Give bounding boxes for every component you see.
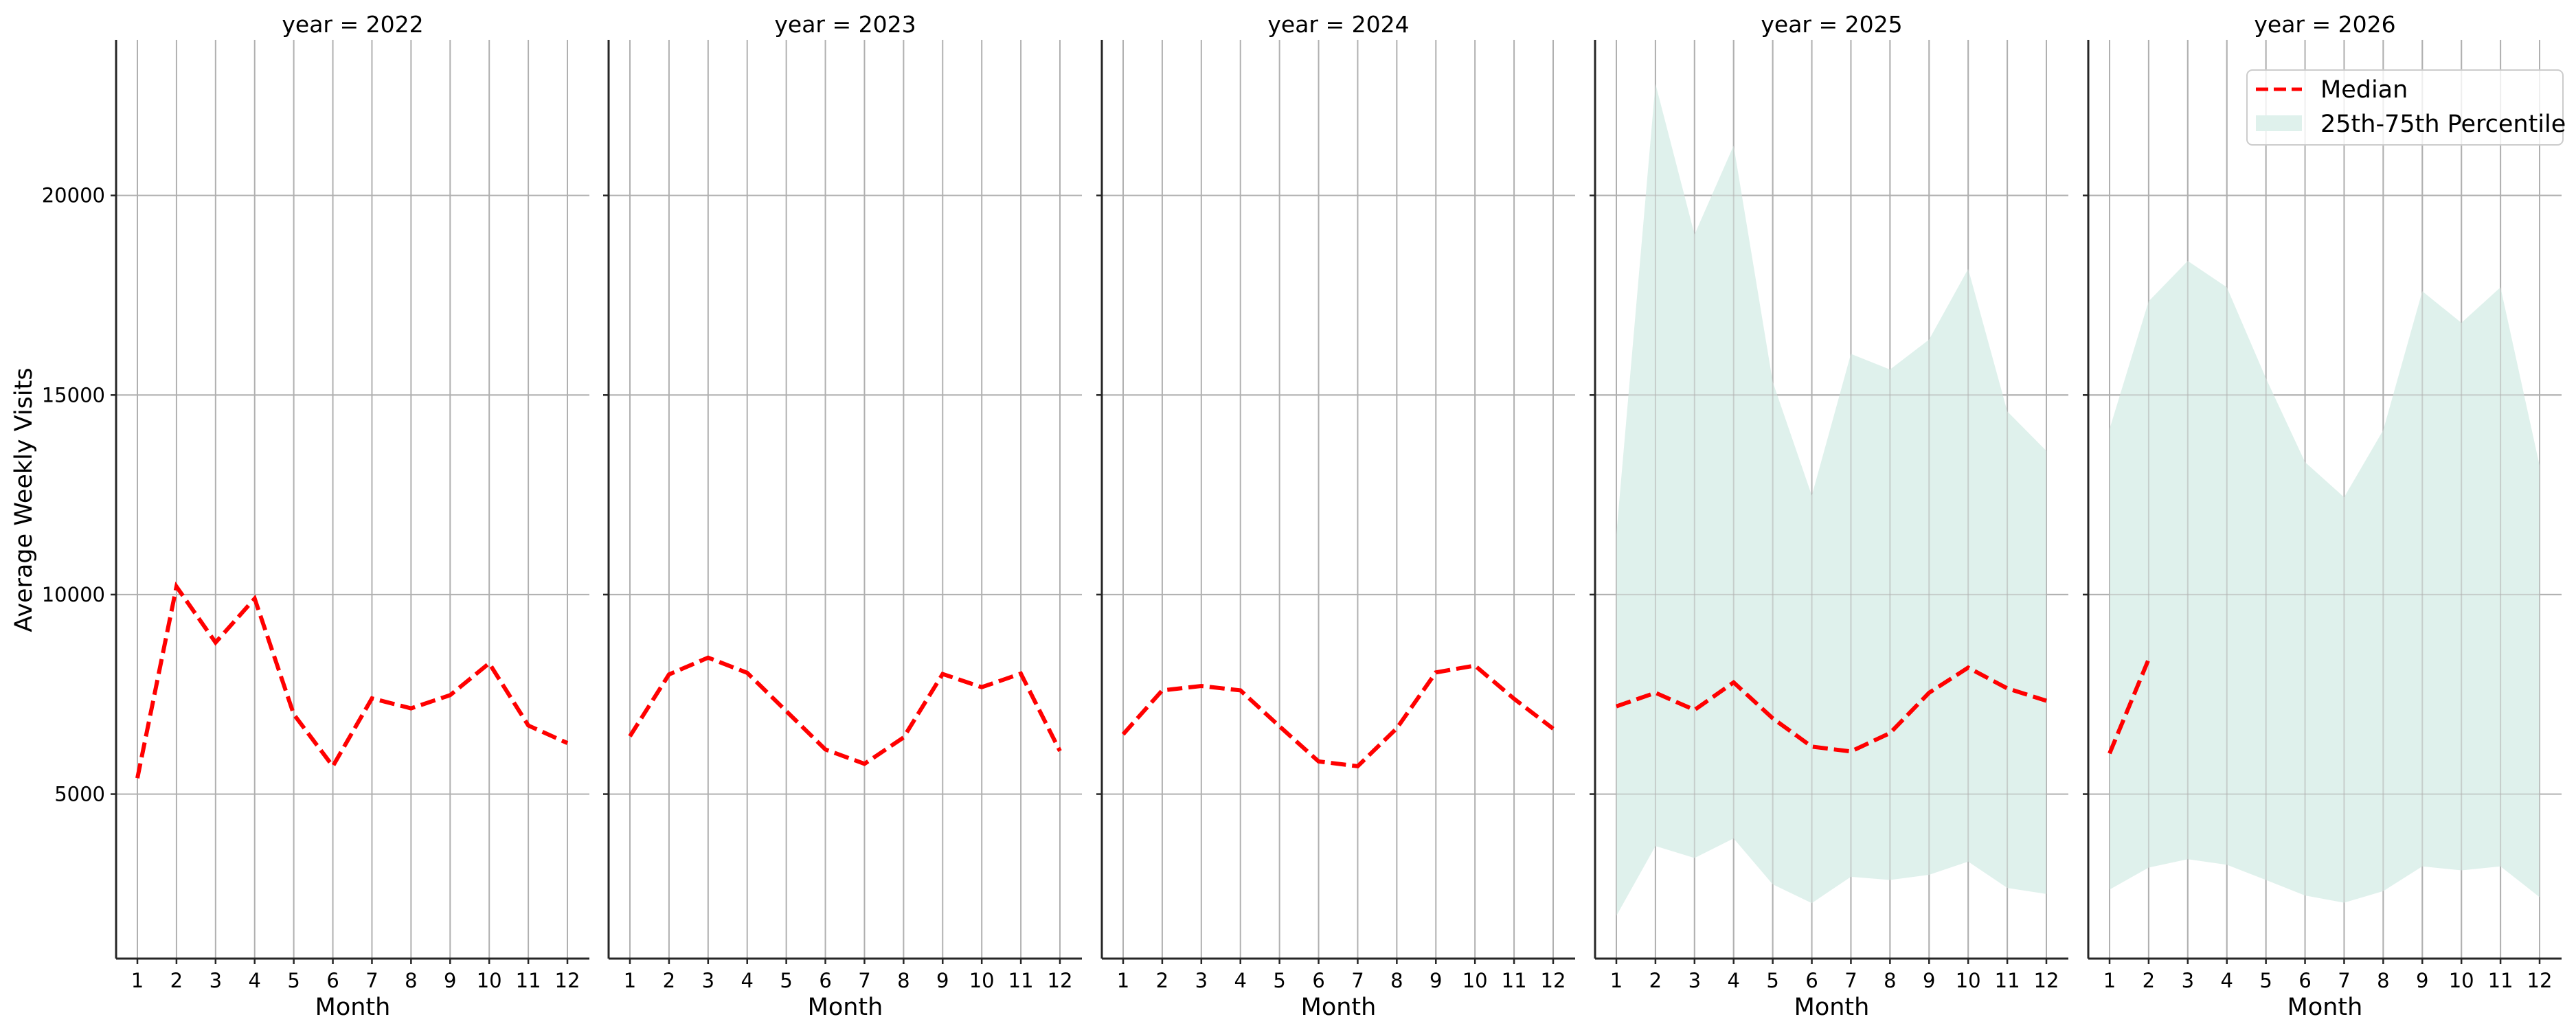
x-tick-label: 2 (1156, 969, 1168, 992)
x-tick-label: 3 (702, 969, 714, 992)
y-axis-label: Average Weekly Visits (10, 367, 38, 632)
x-tick-label: 7 (365, 969, 378, 992)
x-tick-label: 5 (287, 969, 300, 992)
x-tick-label: 12 (2527, 969, 2553, 992)
x-tick-label: 11 (1502, 969, 1527, 992)
x-tick-label: 9 (2416, 969, 2428, 992)
x-tick-label: 5 (780, 969, 792, 992)
x-tick-label: 1 (2103, 969, 2116, 992)
y-tick-label: 15000 (42, 383, 105, 407)
x-tick-label: 4 (249, 969, 261, 992)
x-tick-label: 7 (1351, 969, 1364, 992)
x-tick-label: 6 (819, 969, 831, 992)
x-tick-label: 9 (1430, 969, 1442, 992)
x-tick-label: 6 (1805, 969, 1818, 992)
median-line (628, 655, 1062, 766)
x-tick-label: 1 (1610, 969, 1623, 992)
x-tick-label: 6 (326, 969, 339, 992)
x-tick-label: 5 (2259, 969, 2272, 992)
x-tick-label: 10 (2449, 969, 2474, 992)
x-tick-label: 8 (897, 969, 909, 992)
x-axis-label: Month (315, 994, 391, 1021)
median-line (135, 581, 569, 779)
x-tick-label: 4 (1728, 969, 1740, 992)
x-tick-label: 10 (969, 969, 995, 992)
x-axis-label: Month (1301, 994, 1377, 1021)
x-tick-label: 11 (1008, 969, 1034, 992)
percentile-band (2110, 261, 2540, 903)
x-tick-label: 6 (2298, 969, 2311, 992)
x-tick-label: 11 (2488, 969, 2513, 992)
x-tick-label: 7 (2338, 969, 2350, 992)
x-tick-label: 2 (170, 969, 183, 992)
x-tick-label: 4 (2221, 969, 2233, 992)
x-axis-label: Month (2287, 994, 2363, 1021)
x-tick-label: 2 (1649, 969, 1662, 992)
x-tick-label: 9 (444, 969, 456, 992)
panel-title: year = 2024 (1267, 11, 1409, 38)
x-tick-label: 10 (1462, 969, 1488, 992)
x-tick-label: 11 (1995, 969, 2020, 992)
percentile-band (1616, 83, 2046, 916)
x-tick-label: 3 (2182, 969, 2194, 992)
x-tick-label: 7 (858, 969, 870, 992)
x-tick-label: 5 (1273, 969, 1285, 992)
legend: Median 25th-75th Percentile (2246, 69, 2566, 146)
x-tick-label: 12 (555, 969, 580, 992)
x-axis-label: Month (1794, 994, 1870, 1021)
x-tick-label: 3 (1195, 969, 1208, 992)
x-tick-label: 10 (1956, 969, 1981, 992)
x-tick-label: 2 (663, 969, 675, 992)
y-tick-label: 5000 (54, 783, 105, 806)
x-tick-label: 6 (1312, 969, 1324, 992)
legend-band-label: 25th-75th Percentile (2320, 111, 2566, 138)
panel-title: year = 2025 (1761, 11, 1902, 38)
panel-title: year = 2026 (2254, 11, 2395, 38)
median-line (2108, 658, 2151, 755)
median-line (1616, 665, 2047, 754)
x-tick-label: 9 (1923, 969, 1935, 992)
x-tick-label: 1 (131, 969, 144, 992)
x-tick-label: 9 (936, 969, 949, 992)
x-tick-label: 2 (2143, 969, 2155, 992)
x-tick-label: 5 (1766, 969, 1778, 992)
x-tick-label: 1 (1117, 969, 1129, 992)
median-line (1121, 663, 1555, 768)
legend-band-swatch (2256, 115, 2302, 131)
x-tick-label: 11 (516, 969, 541, 992)
x-axis-label: Month (808, 994, 883, 1021)
y-tick-label: 20000 (42, 184, 105, 207)
legend-median-label: Median (2320, 76, 2408, 104)
x-tick-label: 7 (1844, 969, 1857, 992)
x-tick-label: 12 (1048, 969, 1073, 992)
x-tick-label: 3 (1688, 969, 1701, 992)
panel-title: year = 2022 (282, 11, 423, 38)
y-tick-label: 10000 (42, 583, 105, 606)
x-tick-label: 3 (210, 969, 222, 992)
x-tick-label: 12 (2034, 969, 2059, 992)
panel-title: year = 2023 (774, 11, 916, 38)
legend-box (2246, 69, 2564, 146)
x-tick-label: 4 (1234, 969, 1247, 992)
x-tick-label: 8 (1884, 969, 1896, 992)
x-tick-label: 8 (2377, 969, 2389, 992)
x-tick-label: 10 (477, 969, 502, 992)
x-tick-label: 8 (1390, 969, 1403, 992)
x-tick-label: 8 (405, 969, 417, 992)
x-tick-label: 12 (1541, 969, 1566, 992)
x-tick-label: 1 (624, 969, 636, 992)
x-tick-label: 4 (741, 969, 754, 992)
